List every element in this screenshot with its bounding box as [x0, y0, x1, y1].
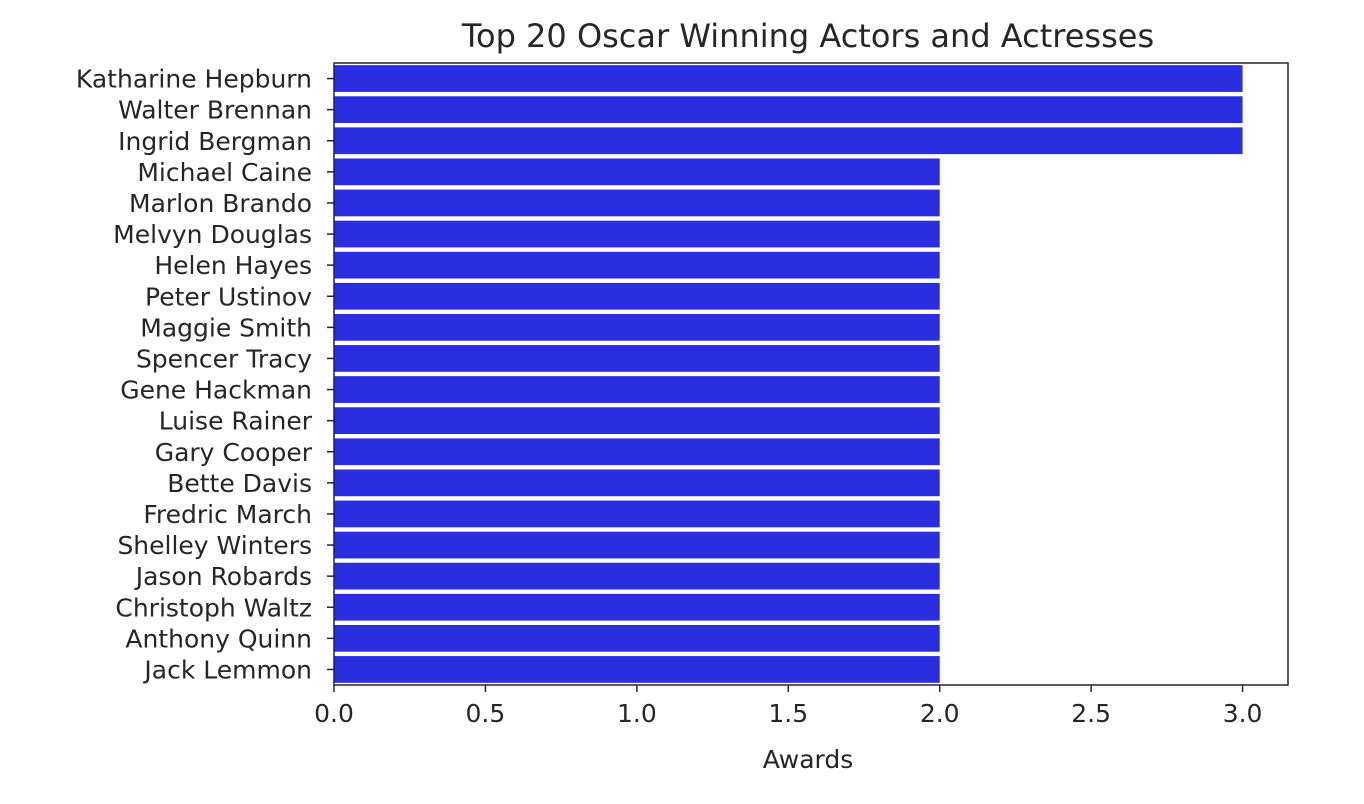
y-tick-label: Spencer Tracy [136, 344, 312, 373]
bar-gary-cooper [334, 438, 940, 466]
y-tick-label: Fredric March [143, 500, 312, 529]
bar-peter-ustinov [334, 282, 940, 310]
y-tick-label: Maggie Smith [140, 313, 312, 342]
x-tick-label: 1.0 [617, 699, 657, 728]
y-tick-label: Jack Lemmon [142, 655, 312, 684]
y-tick-label: Gary Cooper [155, 438, 313, 467]
x-tick-label: 0.0 [314, 699, 354, 728]
y-tick-label: Luise Rainer [159, 407, 313, 436]
bar-anthony-quinn [334, 624, 940, 652]
bar-gene-hackman [334, 376, 940, 403]
y-tick-label: Shelley Winters [117, 531, 312, 560]
x-tick-label: 1.5 [768, 699, 808, 728]
y-tick-label: Katharine Hepburn [76, 65, 312, 94]
y-tick-label: Bette Davis [167, 469, 312, 498]
y-tick-label: Gene Hackman [120, 376, 312, 405]
plot-frame [333, 62, 1289, 686]
bar-christoph-waltz [334, 593, 940, 621]
bar-ingrid-bergman [334, 127, 1243, 155]
bar-michael-caine [334, 158, 940, 186]
bar-maggie-smith [334, 313, 940, 341]
y-tick-label: Anthony Quinn [125, 624, 312, 653]
y-tick-label: Helen Hayes [154, 251, 312, 280]
y-tick-label: Walter Brennan [118, 96, 312, 125]
bar-walter-brennan [334, 96, 1243, 124]
x-axis-ticks: 0.0 0.5 1.0 1.5 2.0 2.5 3.0 [314, 685, 1262, 728]
y-tick-label: Michael Caine [137, 158, 312, 187]
bar-shelley-winters [334, 531, 940, 559]
y-tick-label: Jason Robards [134, 562, 312, 591]
x-axis-label: Awards [763, 745, 854, 774]
x-tick-label: 0.5 [466, 699, 506, 728]
bar-helen-hayes [334, 251, 940, 279]
bar-jack-lemmon [334, 656, 940, 683]
bar-katharine-hepburn [334, 65, 1243, 92]
y-tick-label: Melvyn Douglas [113, 220, 312, 249]
bar-jason-robards [334, 562, 940, 590]
y-tick-label: Peter Ustinov [145, 282, 312, 311]
chart-title: Top 20 Oscar Winning Actors and Actresse… [461, 17, 1154, 55]
bar-marlon-brando [334, 189, 940, 217]
y-tick-label: Ingrid Bergman [118, 127, 312, 156]
y-tick-label: Christoph Waltz [115, 593, 312, 622]
x-tick-label: 2.5 [1071, 699, 1111, 728]
y-tick-label: Marlon Brando [129, 189, 312, 218]
bar-fredric-march [334, 500, 940, 528]
bars-layer [334, 65, 1243, 683]
bar-bette-davis [334, 469, 940, 497]
x-tick-label: 3.0 [1223, 699, 1263, 728]
bar-spencer-tracy [334, 345, 940, 372]
bar-luise-rainer [334, 407, 940, 435]
x-tick-label: 2.0 [920, 699, 960, 728]
bar-melvyn-douglas [334, 220, 940, 248]
